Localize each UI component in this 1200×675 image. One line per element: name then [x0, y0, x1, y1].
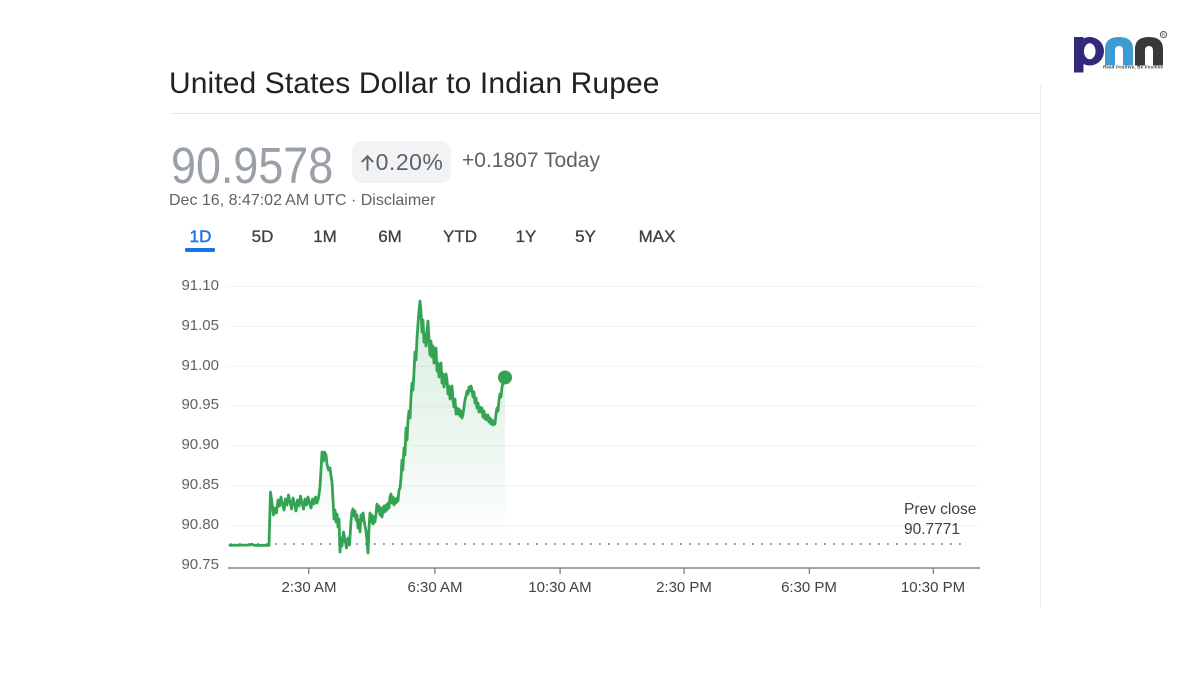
svg-text:Read Positive, Be Positive: Read Positive, Be Positive: [1103, 65, 1163, 70]
svg-text:R: R: [1162, 32, 1166, 37]
